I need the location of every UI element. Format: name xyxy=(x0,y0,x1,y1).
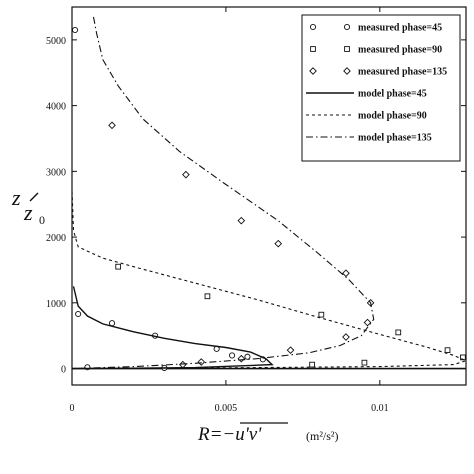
y-axis-label-slash xyxy=(29,192,39,202)
data-point xyxy=(395,329,402,336)
x-axis-label: R=−u'v' (m²/s²) xyxy=(197,422,339,445)
series-0 xyxy=(72,26,266,371)
legend-label: measured phase=90 xyxy=(358,45,442,56)
data-point xyxy=(318,311,325,318)
legend-item: measured phase=90 xyxy=(310,45,442,56)
x-tick-label: 0 xyxy=(70,403,75,414)
data-point xyxy=(72,26,79,34)
plot-frame xyxy=(71,6,467,386)
legend-item: model phase=90 xyxy=(306,111,427,122)
y-tick-label: 4000 xyxy=(46,102,66,113)
x-axis-label-text: R=−u'v' xyxy=(197,424,262,445)
x-tick-label: 0.01 xyxy=(371,403,389,414)
data-point xyxy=(342,269,350,278)
data-point xyxy=(115,263,122,270)
legend-item: model phase=135 xyxy=(306,133,432,144)
x-axis-unit: (m²/s²) xyxy=(306,429,339,443)
y-tick-label: 2000 xyxy=(46,233,66,244)
legend-item: model phase=45 xyxy=(306,89,427,100)
legend-marker xyxy=(344,46,350,52)
y-tick-label: 5000 xyxy=(46,36,66,47)
axis-ticks: 0 1000 2000 3000 4000 5000 0 0.005 0.01 xyxy=(46,7,466,414)
data-point xyxy=(182,170,190,179)
series-1 xyxy=(115,263,466,368)
legend-marker xyxy=(309,23,317,31)
data-point xyxy=(197,358,206,366)
series-line xyxy=(71,16,375,370)
legend-box xyxy=(301,14,461,162)
y-axis-label-bottom: z xyxy=(23,200,33,225)
data-point xyxy=(229,352,236,359)
x-tick-label: 0.005 xyxy=(215,403,238,414)
series-layer xyxy=(71,16,468,371)
legend-marker xyxy=(343,23,351,31)
data-point xyxy=(108,121,116,130)
data-point xyxy=(75,310,82,318)
y-axis-label: z z 0 xyxy=(11,185,45,227)
series-5 xyxy=(71,16,375,370)
y-axis-label-subscript: 0 xyxy=(39,213,45,227)
data-point xyxy=(444,347,451,354)
legend: measured phase=45 measured phase=90 measur… xyxy=(301,14,461,162)
legend-label: measured phase=45 xyxy=(358,23,442,34)
series-3 xyxy=(71,286,274,370)
legend-marker xyxy=(343,67,351,75)
series-line xyxy=(71,191,468,370)
data-point xyxy=(286,346,295,354)
data-point xyxy=(363,318,372,327)
series-line xyxy=(71,286,274,370)
legend-item: measured phase=135 xyxy=(309,67,447,78)
data-point xyxy=(342,333,350,341)
data-point xyxy=(204,293,211,300)
legend-label: model phase=45 xyxy=(358,89,427,100)
data-point xyxy=(108,320,116,327)
legend-label: measured phase=135 xyxy=(358,67,447,78)
y-tick-label: 3000 xyxy=(46,167,66,178)
legend-label: model phase=90 xyxy=(358,111,427,122)
legend-marker xyxy=(310,46,316,52)
legend-item: measured phase=45 xyxy=(309,23,442,34)
data-point xyxy=(309,361,315,368)
data-point xyxy=(274,239,283,248)
series-4 xyxy=(71,191,468,370)
data-point xyxy=(244,353,251,360)
y-tick-label: 1000 xyxy=(46,299,66,310)
data-point xyxy=(237,216,246,225)
legend-marker xyxy=(309,67,317,75)
legend-label: model phase=135 xyxy=(358,133,432,144)
y-axis-label-top: z xyxy=(11,185,21,210)
data-point xyxy=(361,359,368,366)
data-point xyxy=(237,354,246,363)
y-tick-label: 0 xyxy=(61,365,66,376)
